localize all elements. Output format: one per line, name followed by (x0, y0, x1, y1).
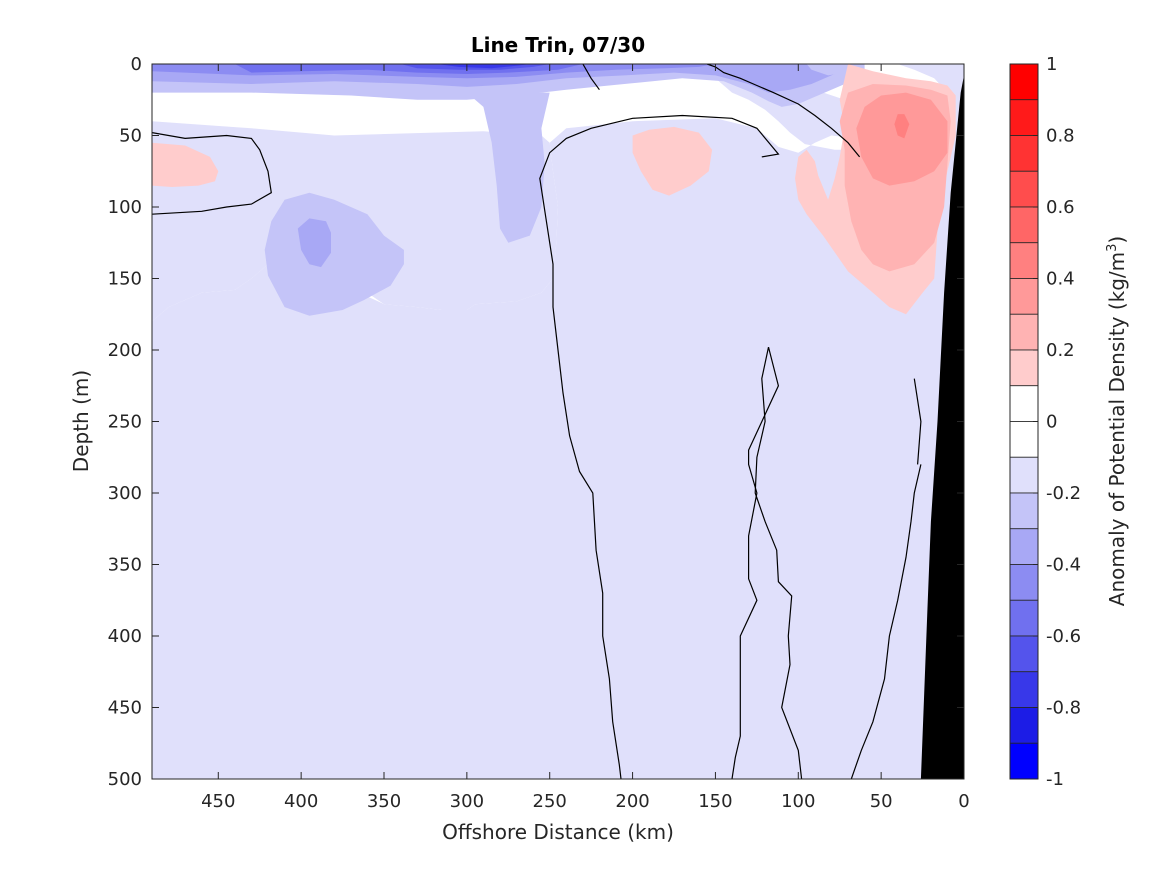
colorbar-tick-label: 1 (1046, 54, 1057, 75)
colorbar-tick-label: -1 (1046, 769, 1064, 790)
x-tick-label: 300 (450, 791, 484, 812)
colorbar-swatch-16 (1009, 635, 1039, 673)
x-tick-label: 0 (958, 791, 969, 812)
colorbar-tick-label: -0.6 (1046, 626, 1081, 647)
colorbar-tick-label: -0.4 (1046, 555, 1081, 576)
colorbar-swatch-0 (1009, 63, 1039, 101)
contour-region-0 (152, 64, 964, 779)
contour-region-18 (894, 114, 910, 139)
colorbar: 1 0.8 0.6 0.4 0.2 0 -0.2 -0.4 -0.6 -0.8 -1 (1009, 54, 1081, 790)
y-axis-label: Depth (m) (69, 370, 93, 472)
zero-contour-lines (152, 64, 922, 779)
y-tick-label: 150 (108, 269, 142, 290)
colorbar-tick-label: -0.8 (1046, 698, 1081, 719)
zero-contour-5 (731, 346, 780, 779)
colorbar-swatch-10 (1009, 421, 1039, 458)
zero-contour-4 (754, 346, 803, 779)
chart-title: Line Trin, 07/30 (471, 33, 645, 57)
colorbar-tick-label: 0.2 (1046, 340, 1075, 361)
colorbar-tick-label: 0.8 (1046, 126, 1075, 147)
contour-region-4 (264, 192, 404, 316)
colorbar-tick-label: -0.2 (1046, 483, 1081, 504)
colorbar-swatch-15 (1009, 599, 1039, 637)
x-axis: 450 400 350 300 250 200 150 100 50 0 (201, 64, 970, 812)
zero-contour-0 (152, 132, 272, 215)
bathymetry-mask (920, 75, 964, 779)
contour-region-7 (297, 218, 331, 268)
x-tick-label: 400 (284, 791, 318, 812)
x-tick-label: 350 (367, 791, 401, 812)
x-tick-label: 450 (201, 791, 235, 812)
contour-region-14 (632, 126, 713, 196)
x-tick-label: 100 (781, 791, 815, 812)
colorbar-swatch-4 (1009, 206, 1039, 244)
zero-contour-3 (539, 114, 780, 779)
x-axis-label: Offshore Distance (km) (442, 820, 674, 844)
colorbar-swatch-2 (1009, 135, 1039, 172)
colorbar-tick-label: 0 (1046, 412, 1057, 433)
colorbar-tick-label: 0.6 (1046, 197, 1075, 218)
contour-region-11 (437, 64, 530, 69)
y-tick-label: 100 (108, 197, 142, 218)
contour-region-13 (152, 142, 219, 187)
y-tick-label: 400 (108, 626, 142, 647)
y-tick-label: 200 (108, 340, 142, 361)
colorbar-swatch-11 (1009, 456, 1039, 494)
colorbar-label-end: ) (1105, 236, 1129, 244)
y-tick-label: 450 (108, 698, 142, 719)
colorbar-label-sup: 3 (1105, 244, 1120, 252)
bathymetry-polygon (920, 75, 964, 779)
colorbar-swatch-12 (1009, 492, 1039, 530)
colorbar-swatch-5 (1009, 242, 1039, 279)
y-tick-label: 0 (131, 54, 142, 75)
x-tick-label: 250 (533, 791, 567, 812)
colorbar-tick-label: 0.4 (1046, 269, 1075, 290)
colorbar-swatch-18 (1009, 707, 1039, 744)
y-tick-label: 500 (108, 769, 142, 790)
colorbar-swatch-8 (1009, 349, 1039, 387)
y-tick-label: 250 (108, 412, 142, 433)
colorbar-swatch-13 (1009, 528, 1039, 565)
zero-contour-6 (850, 464, 922, 779)
colorbar-label-main: Anomaly of Potential Density (kg/m (1105, 252, 1129, 606)
colorbar-label: Anomaly of Potential Density (kg/m3) (1105, 236, 1129, 606)
x-tick-label: 50 (870, 791, 893, 812)
y-tick-label: 300 (108, 483, 142, 504)
x-tick-label: 200 (615, 791, 649, 812)
colorbar-swatch-7 (1009, 313, 1039, 351)
contour-region-12 (806, 64, 852, 76)
colorbar-swatch-14 (1009, 564, 1039, 601)
colorbar-swatch-19 (1009, 742, 1039, 780)
colorbar-swatch-6 (1009, 278, 1039, 315)
zero-contour-2 (582, 64, 600, 91)
colorbar-swatch-17 (1009, 671, 1039, 708)
zero-contour-7 (913, 378, 922, 465)
colorbar-swatch-9 (1009, 385, 1039, 422)
y-tick-label: 350 (108, 555, 142, 576)
x-tick-label: 150 (698, 791, 732, 812)
contour-region-5 (466, 92, 550, 243)
y-axis: 0 50 100 150 200 250 300 350 400 450 500 (108, 54, 964, 790)
colorbar-swatch-1 (1009, 99, 1039, 136)
filled-contours (152, 64, 964, 779)
colorbar-swatch-3 (1009, 170, 1039, 208)
zero-contour-1 (706, 64, 861, 158)
y-tick-label: 50 (119, 126, 142, 147)
contour-region-17 (856, 92, 948, 186)
